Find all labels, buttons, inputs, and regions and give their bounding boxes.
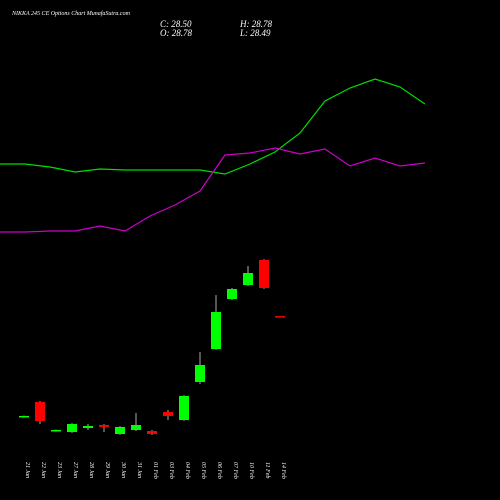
header-close: C: 28.50 <box>160 19 192 29</box>
x-label-group: 07 Feb <box>232 462 238 479</box>
candle-body <box>243 273 253 285</box>
candle-body <box>147 431 157 434</box>
x-label-group: 14 Feb <box>280 462 287 479</box>
candle-body <box>195 365 205 382</box>
candle-body <box>163 412 173 416</box>
x-tick-label: 21 Jan <box>24 462 30 478</box>
x-tick-label: 31 Jan <box>136 461 142 478</box>
candle-body <box>115 427 125 434</box>
x-tick-label: 01 Feb <box>152 462 158 479</box>
candle-body <box>67 424 77 432</box>
candle-body <box>99 425 109 427</box>
x-tick-label: 14 Feb <box>280 462 287 479</box>
candle-body <box>35 402 45 421</box>
x-label-group: 31 Jan <box>136 461 142 478</box>
x-tick-label: 22 Jan <box>40 462 46 478</box>
chart-title: NIKKA 245 CE Options Chart MunafaSutra.c… <box>11 10 131 17</box>
x-label-group: 30 Jan <box>120 461 126 478</box>
candle-body <box>131 425 141 430</box>
x-label-group: 01 Feb <box>152 462 158 479</box>
x-tick-label: 11 Feb <box>264 462 270 478</box>
x-tick-label: 07 Feb <box>232 462 238 479</box>
candle-body <box>211 312 221 349</box>
x-label-group: 23 Jan <box>56 462 62 478</box>
x-tick-label: 27 Jan <box>72 462 78 478</box>
candle-body <box>51 430 61 432</box>
x-label-group: 28 Jan <box>88 462 94 478</box>
x-label-group: 11 Feb <box>264 462 270 478</box>
ma-line <box>0 78 426 175</box>
x-label-group: 29 Jan <box>104 462 110 478</box>
x-tick-label: 10 Feb <box>248 462 254 479</box>
candle-body <box>259 260 269 288</box>
candle-body <box>19 416 29 418</box>
x-tick-label: 23 Jan <box>56 462 62 478</box>
x-tick-label: 05 Feb <box>200 462 206 479</box>
x-label-group: 22 Jan <box>40 462 46 478</box>
candle-body <box>275 316 285 318</box>
candle-body <box>227 289 237 299</box>
x-label-group: 27 Jan <box>72 462 78 478</box>
x-label-group: 03 Feb <box>168 462 174 479</box>
header-high: H: 28.78 <box>239 19 272 29</box>
header-low: L: 28.49 <box>239 28 271 38</box>
x-label-group: 21 Jan <box>24 462 30 478</box>
x-label-group: 05 Feb <box>200 462 206 479</box>
x-tick-label: 30 Jan <box>120 461 126 478</box>
ma-line <box>0 147 426 233</box>
x-tick-label: 03 Feb <box>168 462 174 479</box>
x-tick-label: 04 Feb <box>184 462 191 479</box>
x-tick-label: 29 Jan <box>104 462 110 478</box>
x-label-group: 06 Feb <box>216 462 222 479</box>
x-tick-label: 28 Jan <box>88 462 94 478</box>
x-label-group: 04 Feb <box>184 462 191 479</box>
header-open: O: 28.78 <box>160 28 192 38</box>
candle-body <box>83 426 93 428</box>
x-label-group: 10 Feb <box>248 462 254 479</box>
x-tick-label: 06 Feb <box>216 462 222 479</box>
candle-body <box>179 396 189 420</box>
